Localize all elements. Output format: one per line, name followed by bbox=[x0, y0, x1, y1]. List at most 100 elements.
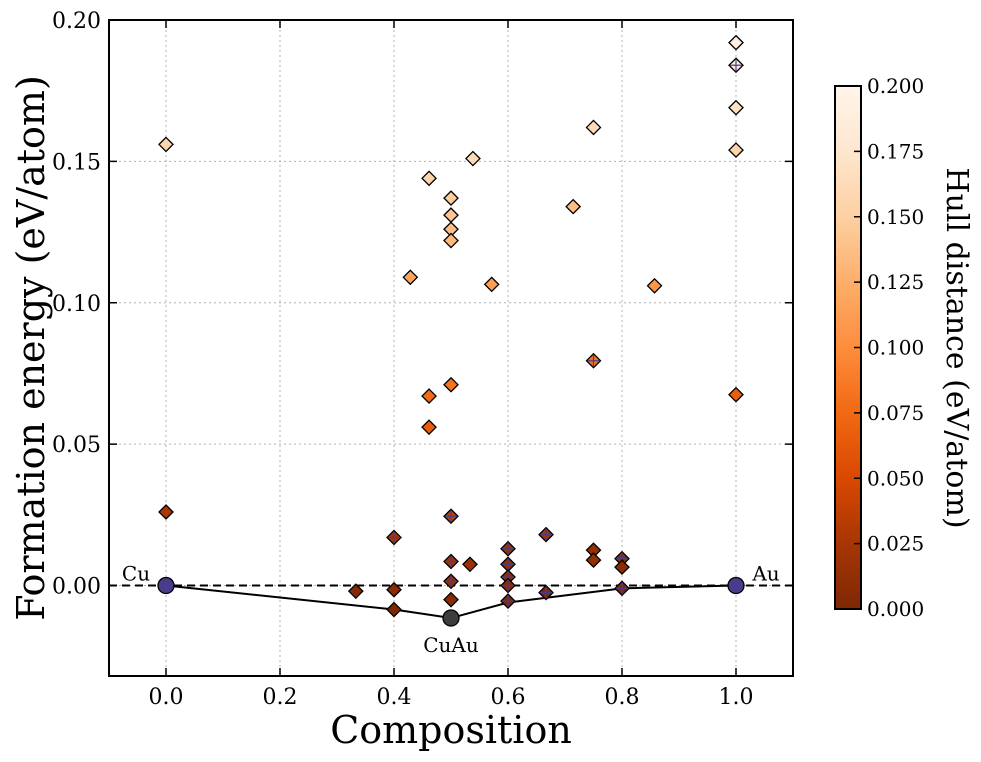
axes: 0.0 0.2 0.4 0.6 0.8 1.0 0.00 0.05 0.10 0.15 0.20 bbox=[52, 9, 793, 710]
stable-point bbox=[442, 609, 460, 627]
annotation-label: CuAu bbox=[423, 633, 479, 657]
colorbar-tick-label: 0.175 bbox=[867, 139, 924, 163]
diamond-marker bbox=[347, 583, 364, 600]
data-point bbox=[443, 232, 459, 249]
data-point bbox=[443, 573, 459, 590]
data-point bbox=[728, 386, 744, 403]
data-point bbox=[538, 526, 554, 543]
y-tick-label: 0.00 bbox=[52, 575, 101, 600]
data-point bbox=[483, 276, 500, 293]
data-point bbox=[614, 559, 630, 576]
diamond-marker bbox=[158, 504, 174, 520]
colorbar-tick-label: 0.075 bbox=[867, 401, 924, 425]
data-point bbox=[728, 142, 744, 158]
diamond-marker bbox=[443, 207, 459, 224]
diamond-marker bbox=[443, 232, 459, 249]
data-point bbox=[443, 591, 459, 608]
y-axis-label: Formation energy (eV/atom) bbox=[9, 75, 53, 621]
data-point bbox=[465, 150, 481, 167]
diamond-marker bbox=[462, 556, 478, 573]
data-point bbox=[443, 376, 459, 393]
data-point bbox=[585, 352, 602, 369]
colorbar-tick-label: 0.125 bbox=[867, 270, 924, 294]
diamond-marker bbox=[728, 99, 744, 116]
colorbar-tick-label: 0.150 bbox=[867, 205, 924, 229]
diamond-marker bbox=[585, 552, 602, 568]
data-point bbox=[443, 508, 459, 525]
data-point bbox=[585, 552, 602, 568]
data-point bbox=[386, 601, 402, 618]
x-tick-label: 1.0 bbox=[719, 685, 754, 710]
diamond-marker bbox=[386, 601, 402, 618]
data-point bbox=[402, 269, 419, 286]
data-point bbox=[386, 581, 402, 598]
y-tick-label: 0.10 bbox=[52, 292, 101, 317]
diamond-marker bbox=[614, 559, 630, 576]
data-point bbox=[614, 580, 630, 597]
data-point bbox=[728, 57, 744, 74]
x-tick-label: 0.2 bbox=[263, 685, 298, 710]
diamond-marker bbox=[728, 386, 744, 403]
data-point bbox=[386, 529, 402, 546]
data-point bbox=[158, 504, 174, 520]
colorbar-tick-label: 0.100 bbox=[867, 336, 924, 360]
stable-point bbox=[727, 576, 745, 595]
x-tick-label: 0.6 bbox=[491, 685, 526, 710]
data-point bbox=[565, 198, 582, 215]
diamond-marker bbox=[646, 277, 663, 294]
x-axis-label: Composition bbox=[330, 708, 572, 752]
diamond-marker bbox=[386, 581, 402, 598]
data-points bbox=[157, 34, 745, 627]
data-point bbox=[462, 556, 478, 573]
diamond-marker bbox=[728, 34, 744, 51]
data-point bbox=[500, 540, 516, 557]
colorbar-tick-label: 0.000 bbox=[867, 597, 924, 621]
data-point bbox=[443, 553, 459, 570]
data-point bbox=[421, 419, 437, 436]
diamond-marker bbox=[421, 388, 437, 404]
y-tick-label: 0.15 bbox=[52, 150, 101, 175]
diamond-marker bbox=[402, 269, 419, 286]
diamond-marker bbox=[465, 150, 481, 167]
data-point bbox=[728, 99, 744, 116]
colorbar: 0.000 0.025 0.050 0.075 0.100 0.125 0.150 0.175… bbox=[834, 74, 924, 621]
diamond-marker bbox=[421, 170, 437, 187]
data-point bbox=[443, 190, 459, 207]
colorbar-tick-label: 0.050 bbox=[867, 466, 924, 490]
annotations: Cu CuAu Au bbox=[122, 562, 780, 658]
data-point bbox=[585, 119, 602, 136]
data-point bbox=[646, 277, 663, 294]
diamond-marker bbox=[443, 190, 459, 207]
plot-frame bbox=[108, 19, 794, 677]
diamond-marker bbox=[158, 136, 174, 153]
diamond-marker bbox=[728, 142, 744, 158]
diamond-marker bbox=[483, 276, 500, 293]
diamond-marker bbox=[421, 419, 437, 436]
data-point bbox=[500, 593, 516, 609]
hull-line bbox=[165, 584, 737, 620]
data-point bbox=[347, 583, 364, 600]
diamond-marker bbox=[443, 376, 459, 393]
y-tick-label: 0.05 bbox=[52, 433, 101, 458]
data-point bbox=[500, 577, 516, 594]
data-point bbox=[158, 136, 174, 153]
convex-hull bbox=[165, 584, 737, 620]
stable-point bbox=[157, 576, 175, 595]
data-point bbox=[421, 170, 437, 187]
data-point bbox=[538, 584, 554, 601]
annotation-label: Au bbox=[751, 562, 779, 586]
x-tick-label: 0.8 bbox=[605, 685, 640, 710]
y-tick-label: 0.20 bbox=[52, 9, 101, 34]
diamond-marker bbox=[565, 198, 582, 215]
annotation-label: Cu bbox=[122, 562, 150, 586]
x-tick-label: 0.0 bbox=[149, 685, 184, 710]
diamond-marker bbox=[443, 591, 459, 608]
data-point bbox=[443, 207, 459, 224]
data-point bbox=[421, 388, 437, 404]
x-tick-label: 0.4 bbox=[377, 685, 412, 710]
colorbar-tick-label: 0.200 bbox=[867, 74, 924, 98]
data-point bbox=[728, 34, 744, 51]
colorbar-tick-label: 0.025 bbox=[867, 532, 924, 556]
colorbar-label: Hull distance (eV/atom) bbox=[939, 167, 974, 528]
